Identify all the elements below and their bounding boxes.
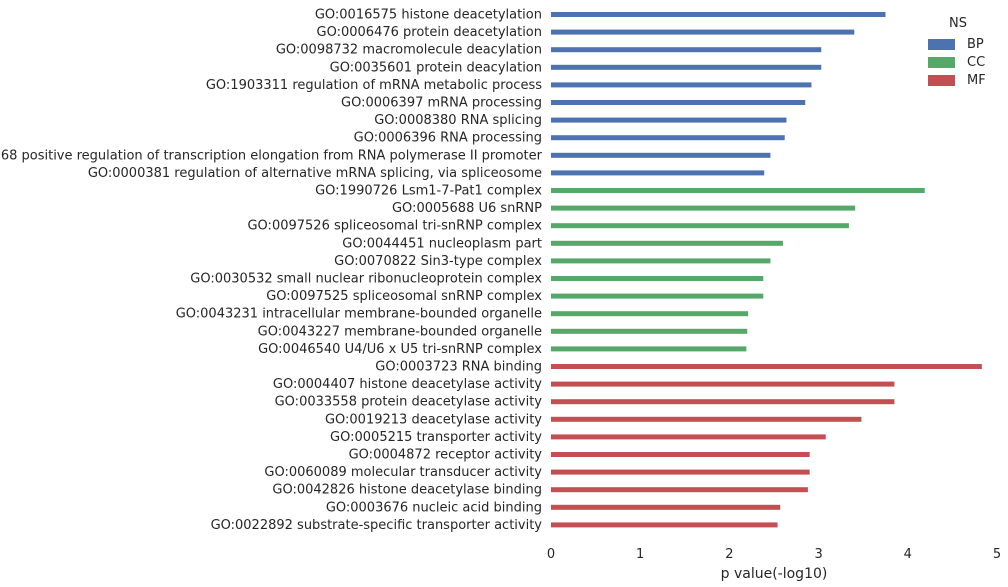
- legend-label: BP: [967, 36, 984, 52]
- bar: [551, 240, 783, 246]
- y-tick-label: GO:0070822 Sin3-type complex: [334, 254, 542, 269]
- bar: [551, 487, 808, 493]
- bar: [551, 12, 886, 17]
- x-tick-label: 5: [993, 547, 1001, 562]
- x-tick-label: 2: [725, 547, 733, 562]
- y-tick-label: GO:0005688 U6 snRNP: [392, 201, 542, 216]
- bar: [551, 364, 982, 369]
- y-tick-label: GO:0004872 receptor activity: [349, 448, 543, 463]
- bar: [551, 452, 810, 457]
- bar: [551, 293, 764, 299]
- y-tick-label: GO:0003676 nucleic acid binding: [326, 500, 542, 515]
- bar: [551, 276, 764, 281]
- y-tick-label: GO:0022892 substrate-specific transporte…: [211, 518, 543, 533]
- bar: [551, 82, 812, 88]
- bar: [551, 223, 849, 229]
- x-tick-label: 1: [636, 547, 644, 562]
- y-tick-label: GO:0033558 protein deacetylase activity: [275, 395, 543, 410]
- y-tick-label: GO:0000381 regulation of alternative mRN…: [88, 166, 542, 181]
- bar: [551, 504, 781, 510]
- x-tick-label: 0: [547, 547, 555, 562]
- x-axis-label: p value(-log10): [721, 566, 828, 582]
- bar: [551, 258, 771, 264]
- y-tick-label: GO:0060089 molecular transducer activity: [264, 465, 542, 480]
- bar: [551, 64, 822, 70]
- bars-layer: [551, 12, 982, 528]
- x-axis-ticks: 0 1 2 3 4 5: [547, 547, 1001, 562]
- legend-label: CC: [967, 54, 986, 70]
- x-tick-label: 3: [814, 547, 822, 562]
- bar: [551, 47, 822, 53]
- y-tick-label: GO:0004407 histone deacetylase activity: [273, 377, 542, 392]
- bar: [551, 117, 787, 123]
- y-tick-label: GO:0043227 membrane-bounded organelle: [258, 324, 542, 339]
- bar: [551, 152, 771, 158]
- bar: [551, 434, 826, 440]
- bar: [551, 170, 765, 176]
- legend-swatch: [928, 74, 955, 86]
- bar: [551, 469, 810, 475]
- bar: [551, 100, 806, 105]
- legend-title: NS: [949, 16, 967, 31]
- y-tick-label: GO:0097526 spliceosomal tri-snRNP comple…: [247, 219, 542, 234]
- y-tick-label: GO:0016575 histone deacetylation: [315, 8, 542, 23]
- y-tick-label: GO:0005215 transporter activity: [330, 430, 542, 445]
- y-axis-labels: GO:0016575 histone deacetylation GO:00064…: [0, 8, 543, 533]
- legend-swatch: [928, 56, 955, 68]
- y-tick-label: GO:0019213 deacetylase activity: [325, 412, 542, 427]
- y-tick-label: GO:1903311 regulation of mRNA metabolic …: [206, 78, 542, 93]
- y-tick-label: GO:0003723 RNA binding: [375, 360, 542, 375]
- bar: [551, 399, 895, 405]
- bar: [551, 346, 747, 352]
- y-tick-label: GO:0006397 mRNA processing: [341, 96, 542, 111]
- bar: [551, 205, 856, 211]
- y-tick-label: GO:0035601 protein deacylation: [330, 60, 542, 75]
- y-tick-label: GO:0032968 positive regulation of transc…: [0, 148, 543, 163]
- legend-item-mf: MF: [928, 71, 986, 89]
- y-tick-label: GO:0006396 RNA processing: [354, 131, 542, 146]
- y-tick-label: GO:0044451 nucleoplasm part: [342, 236, 542, 251]
- bar: [551, 188, 925, 193]
- bar: [551, 311, 749, 317]
- legend: NS BP CC MF: [928, 16, 986, 89]
- bar: [551, 381, 895, 387]
- bar: [551, 416, 862, 422]
- x-tick-label: 4: [904, 547, 912, 562]
- legend-label: MF: [967, 72, 986, 88]
- legend-items: BP CC MF: [928, 35, 986, 89]
- bar: [551, 522, 778, 528]
- legend-item-cc: CC: [928, 53, 986, 71]
- legend-swatch: [928, 38, 955, 50]
- y-tick-label: GO:0042826 histone deacetylase binding: [272, 483, 542, 498]
- y-tick-label: GO:0030532 small nuclear ribonucleoprote…: [190, 272, 542, 287]
- bar: [551, 135, 785, 141]
- y-tick-label: GO:0046540 U4/U6 x U5 tri-snRNP complex: [258, 342, 542, 357]
- bar: [551, 29, 855, 35]
- y-tick-label: GO:0008380 RNA splicing: [374, 113, 542, 128]
- y-tick-label: GO:0098732 macromolecule deacylation: [276, 43, 542, 58]
- y-tick-label: GO:0006476 protein deacetylation: [317, 25, 542, 40]
- bar: [551, 328, 748, 334]
- legend-item-bp: BP: [928, 35, 986, 53]
- y-tick-label: GO:0097525 spliceosomal snRNP complex: [266, 289, 542, 304]
- y-tick-label: GO:0043231 intracellular membrane-bounde…: [176, 307, 542, 322]
- y-tick-label: GO:1990726 Lsm1-7-Pat1 complex: [315, 184, 542, 199]
